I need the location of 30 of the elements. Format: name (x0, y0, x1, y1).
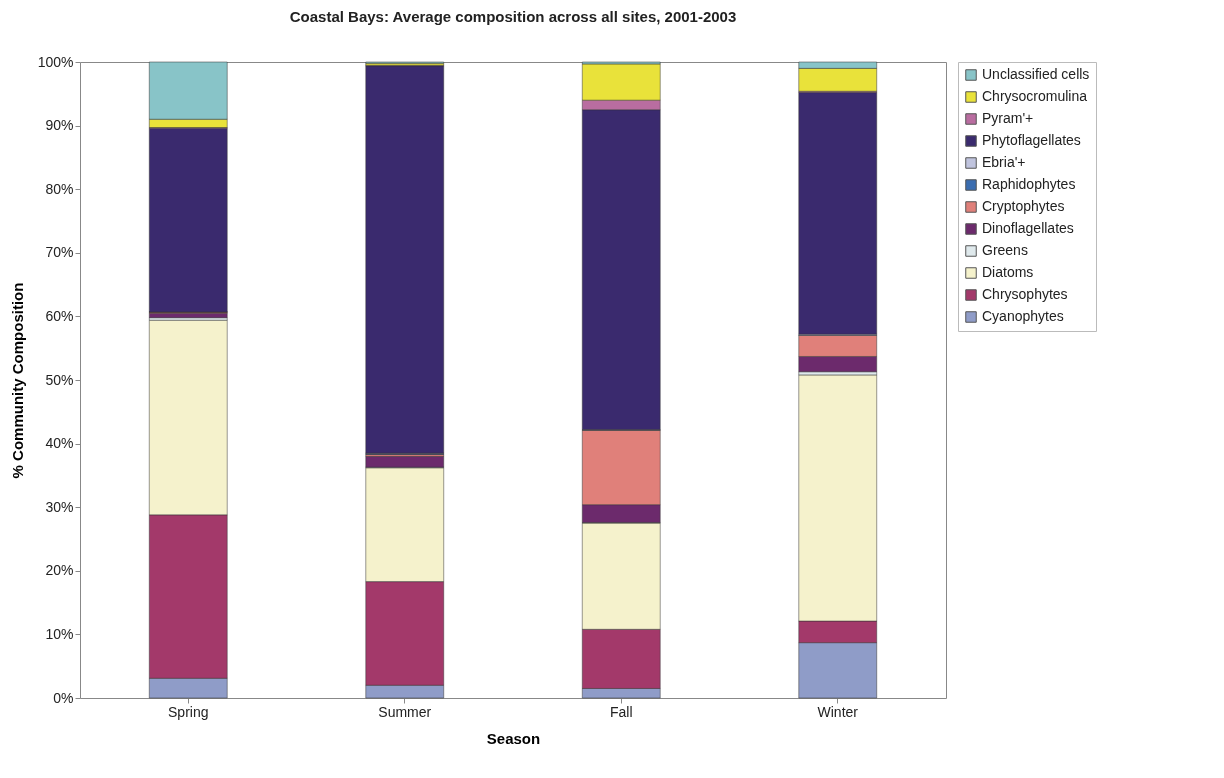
legend-label: Diatoms (982, 264, 1034, 280)
y-tick-label: 20% (45, 562, 74, 579)
legend-label: Chrysocromulina (982, 88, 1088, 104)
legend-label: Phytoflagellates (982, 132, 1081, 148)
y-tick-label: 70% (45, 244, 74, 261)
chart-title: Coastal Bays: Average composition across all sites, 2001-2003 (289, 8, 737, 25)
legend-label: Dinoflagellates (982, 220, 1074, 236)
legend-label: Unclassified cells (982, 66, 1090, 82)
x-tick-label: Winter (817, 703, 859, 720)
y-tick-label: 50% (45, 371, 74, 388)
y-tick-label: 10% (45, 625, 74, 642)
y-tick-label: 30% (45, 498, 74, 515)
y-tick-label: 40% (45, 435, 74, 452)
legend-label: Raphidophytes (982, 176, 1076, 192)
x-axis-title: Season (486, 729, 541, 747)
legend-label: Cyanophytes (982, 308, 1064, 324)
legend-label: Ebria'+ (982, 154, 1026, 170)
y-tick-label: 0% (53, 689, 74, 706)
y-tick-label: 60% (45, 307, 74, 324)
x-tick-label: Fall (609, 703, 633, 720)
x-tick-label: Spring (168, 703, 209, 720)
legend-label: Greens (982, 242, 1028, 258)
y-axis-title: % Community Composition (8, 282, 26, 479)
legend-label: Pyram'+ (982, 110, 1034, 126)
legend-label: Chrysophytes (982, 286, 1068, 302)
y-tick-label: 80% (45, 180, 74, 197)
legend-label: Cryptophytes (982, 198, 1065, 214)
x-tick-label: Summer (378, 703, 432, 720)
y-tick-label: 90% (45, 117, 74, 134)
y-tick-label: 100% (37, 53, 74, 70)
